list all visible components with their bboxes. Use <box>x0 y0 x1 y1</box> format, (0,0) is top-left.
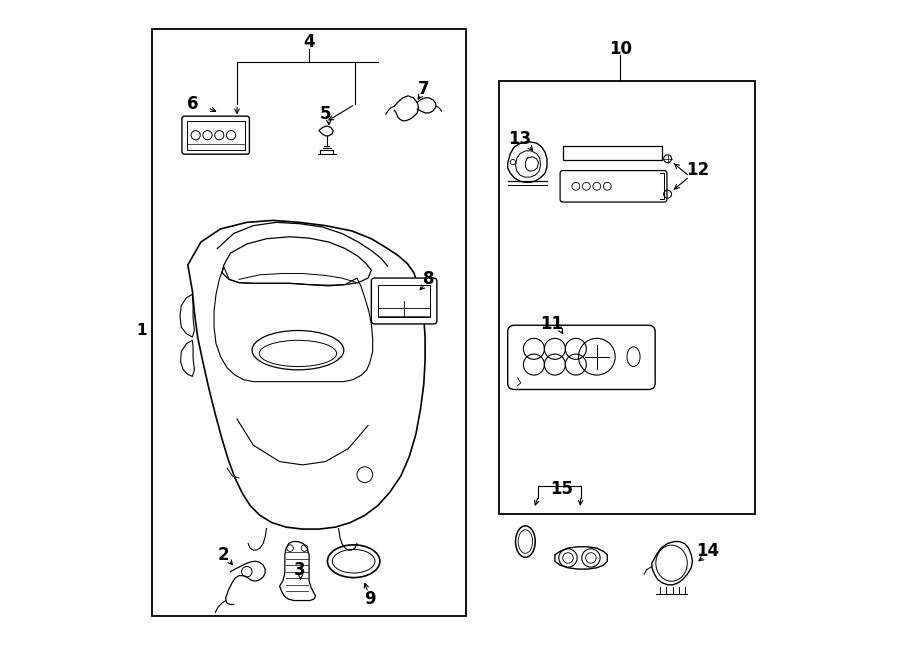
FancyBboxPatch shape <box>378 285 430 317</box>
FancyBboxPatch shape <box>182 116 249 154</box>
Text: 15: 15 <box>550 480 573 498</box>
Text: 12: 12 <box>686 161 709 179</box>
Text: 1: 1 <box>137 323 148 338</box>
FancyBboxPatch shape <box>560 171 667 202</box>
Bar <box>500 81 755 514</box>
Text: 9: 9 <box>364 590 376 608</box>
Text: 13: 13 <box>508 130 532 148</box>
Text: 8: 8 <box>423 270 435 288</box>
FancyBboxPatch shape <box>508 325 655 389</box>
Text: 2: 2 <box>218 546 230 564</box>
Text: 7: 7 <box>418 80 429 98</box>
Bar <box>562 145 662 160</box>
Bar <box>152 29 466 615</box>
Text: 11: 11 <box>540 315 563 333</box>
Text: 5: 5 <box>320 105 331 123</box>
FancyBboxPatch shape <box>372 278 436 324</box>
Text: 4: 4 <box>303 33 315 51</box>
FancyBboxPatch shape <box>186 121 245 149</box>
Text: 3: 3 <box>293 561 305 579</box>
Text: 6: 6 <box>187 95 199 114</box>
Text: 10: 10 <box>609 40 632 58</box>
Text: 14: 14 <box>696 543 719 561</box>
